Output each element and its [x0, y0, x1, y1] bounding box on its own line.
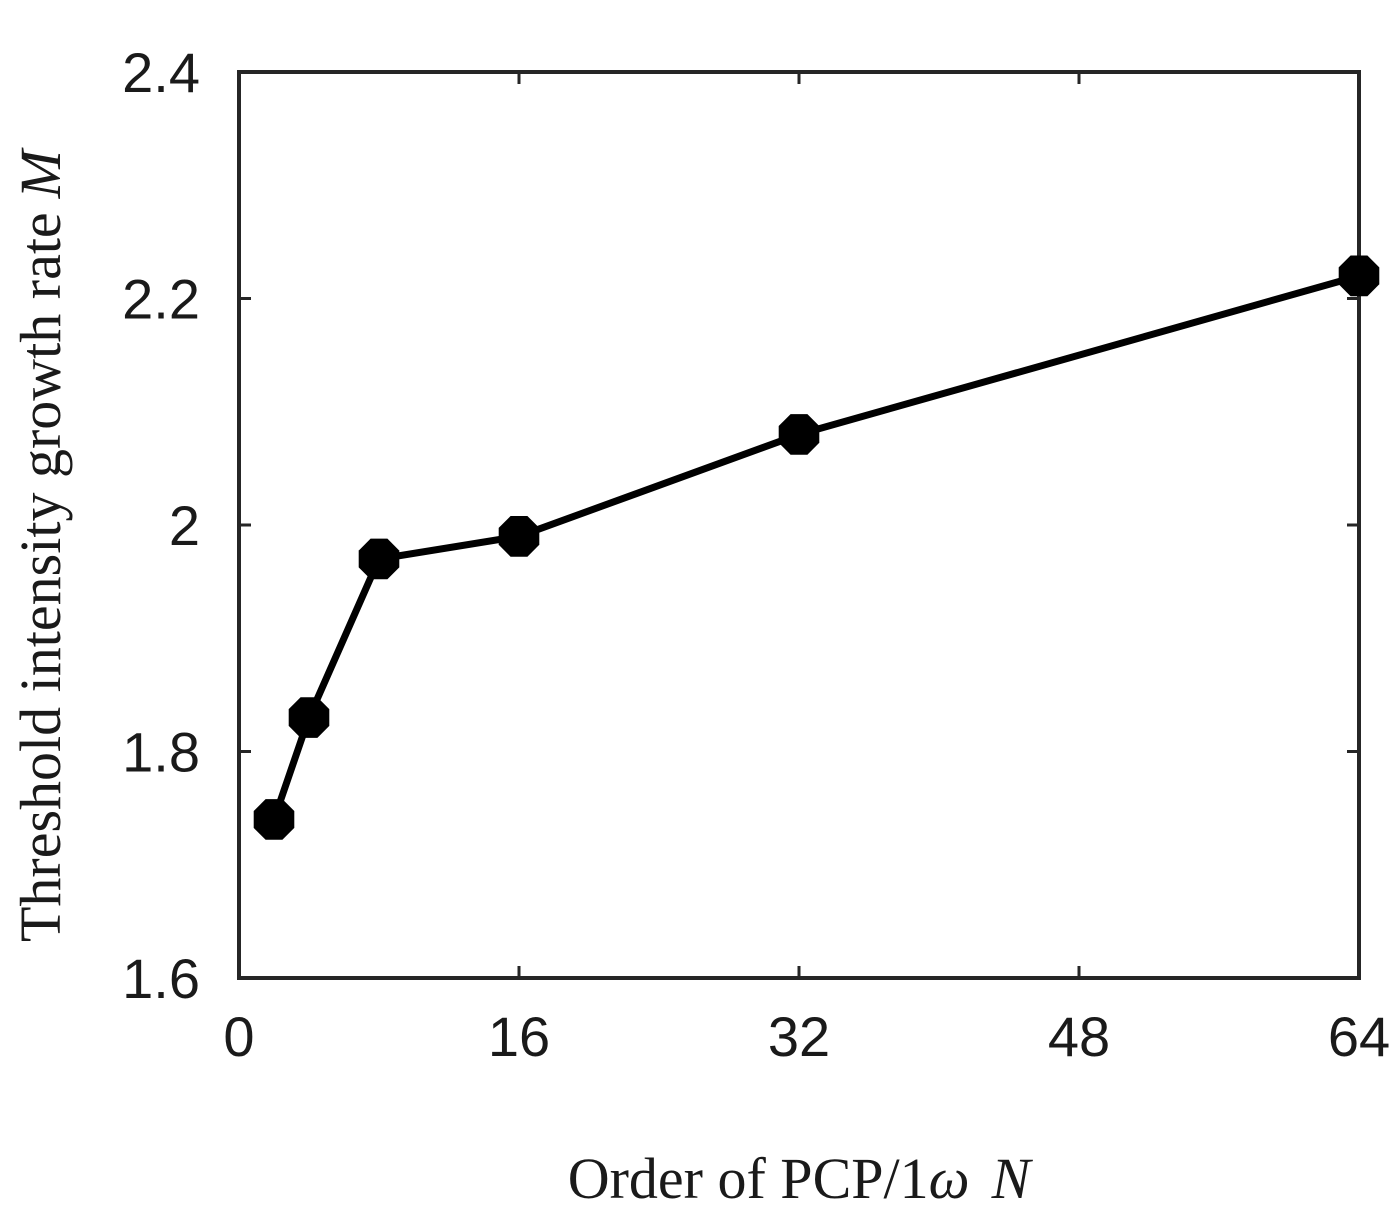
x-axis-tick-labels: 0 16 32 48 64 [223, 1005, 1390, 1068]
data-point-marker [358, 538, 400, 580]
x-tick-label: 16 [488, 1005, 550, 1068]
plot-box [237, 70, 1361, 980]
x-axis-title-omega: ω [929, 1146, 970, 1211]
plot-area-frame [237, 70, 1361, 980]
data-point-marker [778, 414, 820, 455]
x-axis-title-text: Order of PCP/1 [568, 1146, 929, 1211]
x-tick-label: 32 [768, 1005, 830, 1068]
data-point-marker [498, 516, 540, 557]
x-tick-label: 64 [1328, 1005, 1390, 1068]
x-axis-title-variable: N [991, 1146, 1034, 1211]
data-series [253, 255, 1380, 840]
y-tick-label: 2.2 [122, 268, 200, 331]
x-tick-label: 0 [223, 1005, 254, 1068]
y-axis-title-text: Threshold intensity growth rate [8, 212, 73, 942]
data-point-marker [253, 799, 295, 840]
y-tick-label: 1.8 [122, 721, 200, 784]
y-tick-label: 1.6 [122, 947, 200, 1010]
axis-ticks [237, 70, 1361, 980]
y-axis-title: Threshold intensity growth rate M [8, 147, 73, 942]
x-tick-label: 48 [1048, 1005, 1110, 1068]
y-tick-label: 2.4 [122, 41, 200, 104]
series-line [270, 272, 1360, 821]
y-tick-label: 2 [169, 494, 200, 557]
data-point-marker [288, 697, 330, 738]
x-axis-title: Order of PCP/1ω N [568, 1146, 1034, 1211]
data-point-marker [1338, 255, 1380, 297]
y-axis-tick-labels: 1.6 1.8 2 2.2 2.4 [122, 41, 200, 1010]
y-axis-title-variable: M [8, 147, 73, 199]
